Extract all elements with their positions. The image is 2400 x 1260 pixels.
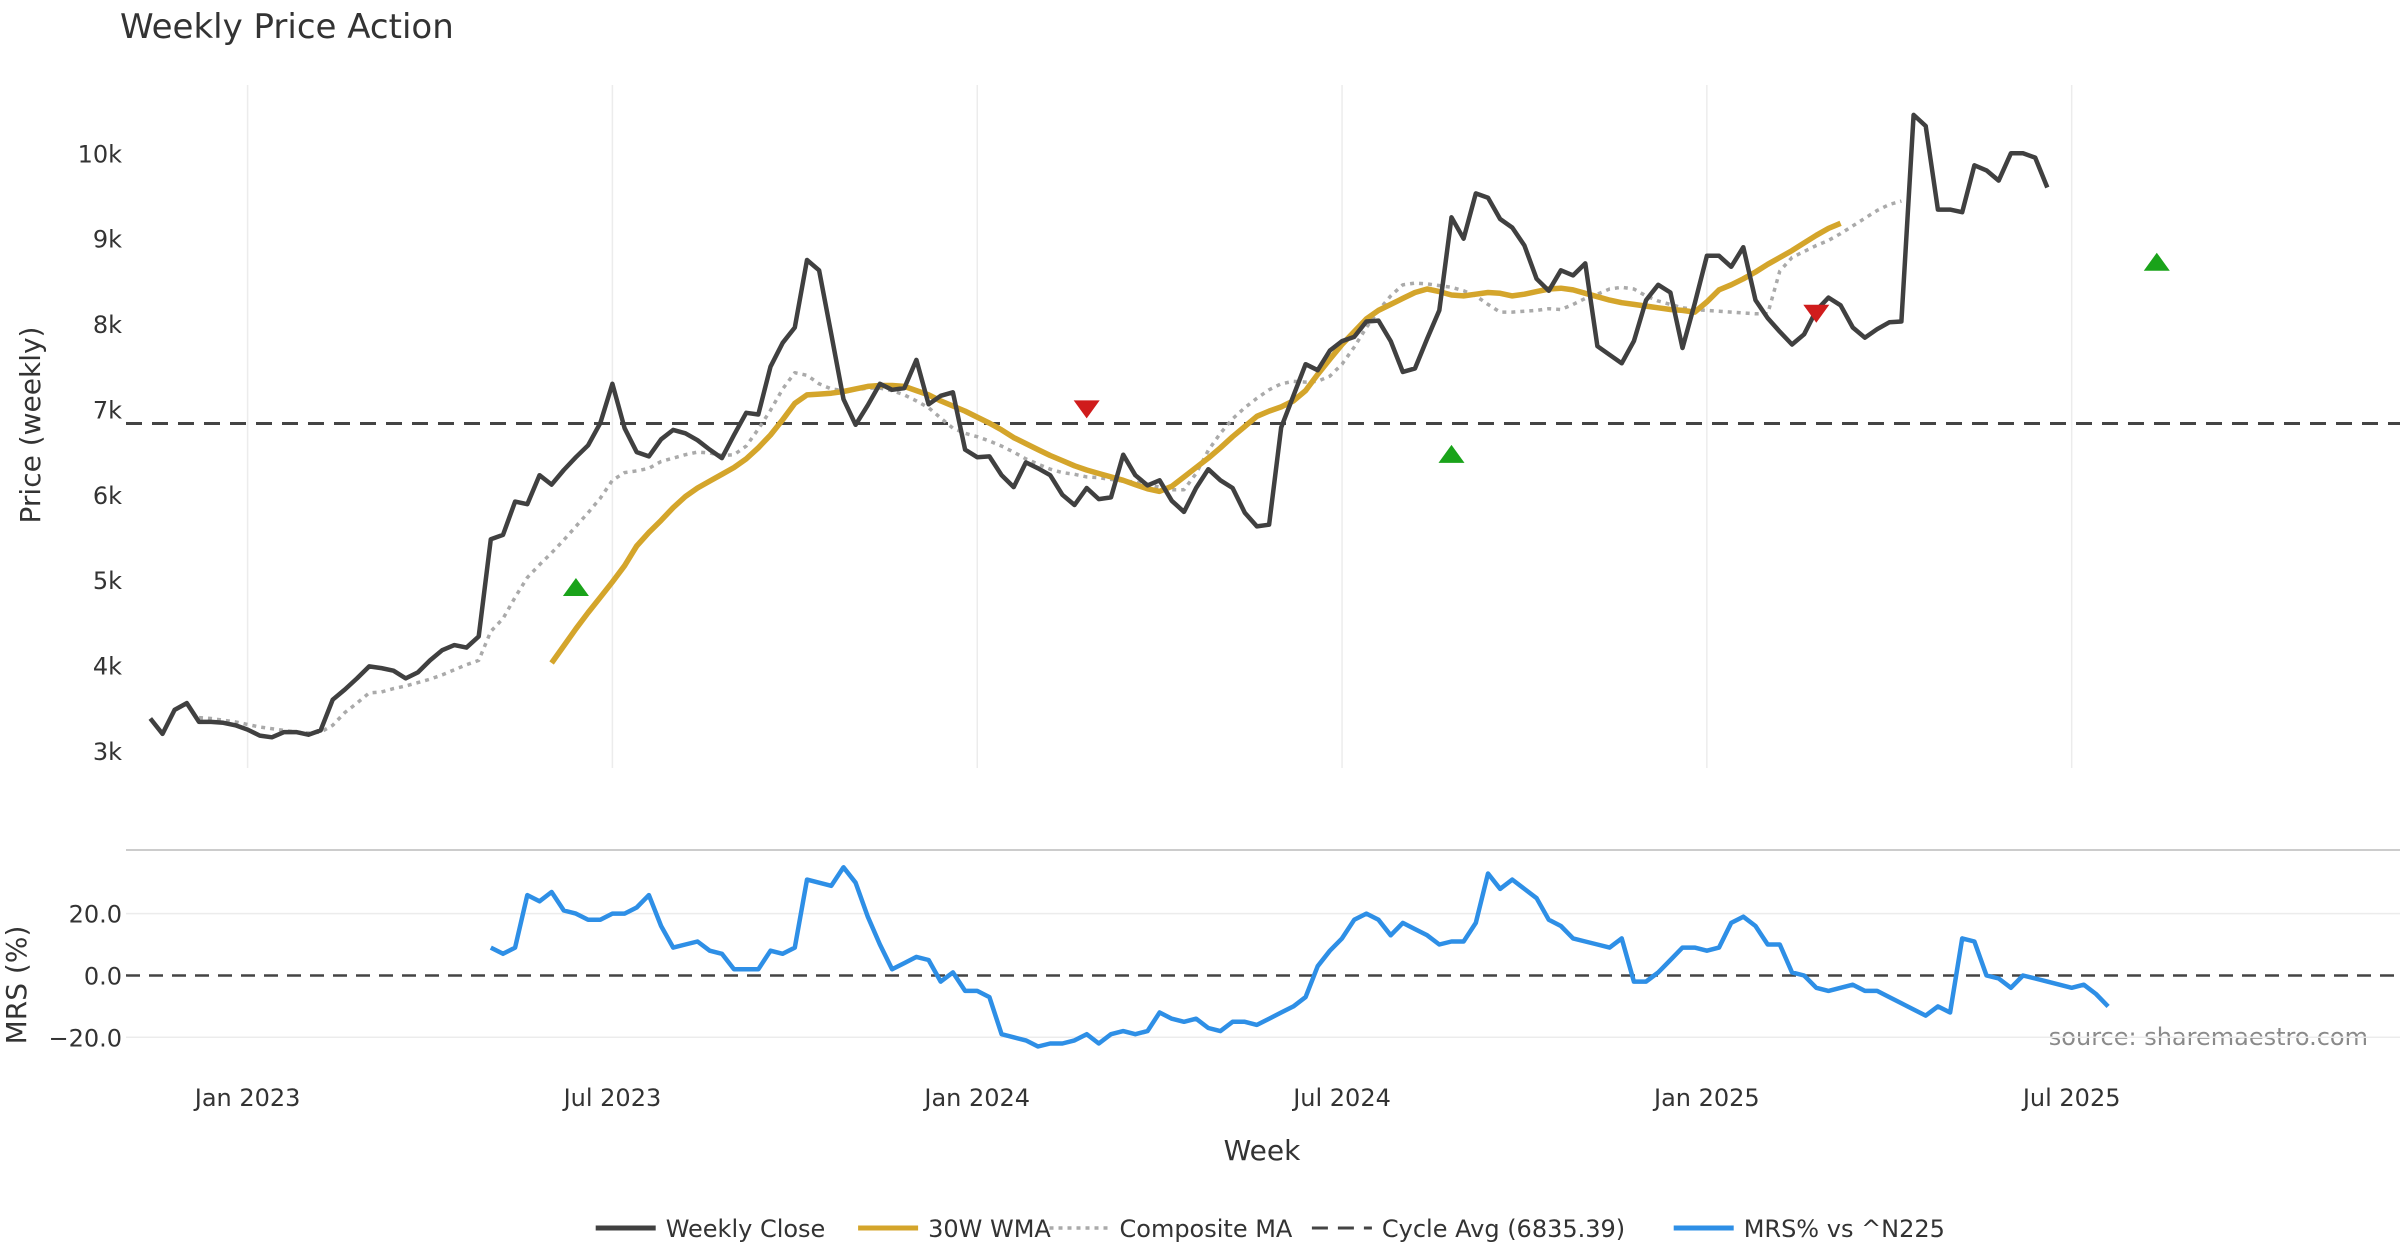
legend-label-1: 30W WMA bbox=[928, 1215, 1051, 1243]
plot-layer: 3k 4k 5k 6k 7k 8k 9k 10k −20.0 0.0 20.0 Jan 2023 Jul… bbox=[48, 85, 2400, 1112]
legend-label-2: Composite MA bbox=[1120, 1215, 1293, 1243]
mrs-line bbox=[489, 865, 2110, 1049]
legend-label-3: Cycle Avg (6835.39) bbox=[1382, 1215, 1625, 1243]
mrs-tick-label: 20.0 bbox=[69, 901, 122, 929]
chart-title: Weekly Price Action bbox=[120, 7, 454, 47]
price-tick-label: 10k bbox=[78, 140, 123, 168]
sell-signal-marker-3 bbox=[1803, 304, 1830, 323]
legend-label-4: MRS% vs ^N225 bbox=[1744, 1215, 1945, 1243]
buy-signal-marker-4 bbox=[2143, 252, 2170, 271]
sell-signal-marker-1 bbox=[1073, 400, 1100, 419]
x-tick-label: Jan 2025 bbox=[1652, 1084, 1760, 1112]
x-axis-title: Week bbox=[1224, 1134, 1301, 1167]
weekly-close-line bbox=[148, 112, 2050, 740]
x-tick-label: Jul 2025 bbox=[2021, 1084, 2121, 1112]
price-tick-label: 5k bbox=[93, 567, 122, 595]
price-tick-label: 6k bbox=[93, 482, 122, 510]
price-tick-label: 8k bbox=[93, 311, 122, 339]
wma-line bbox=[549, 220, 1842, 665]
price-tick-label: 3k bbox=[93, 738, 122, 766]
mrs-tick-label: −20.0 bbox=[48, 1024, 122, 1052]
price-tick-label: 9k bbox=[93, 226, 122, 254]
x-tick-label: Jul 2023 bbox=[562, 1084, 662, 1112]
composite-ma-line bbox=[198, 199, 1902, 735]
x-tick-label: Jul 2024 bbox=[1291, 1084, 1391, 1112]
price-tick-label: 7k bbox=[93, 396, 122, 424]
mrs-tick-label: 0.0 bbox=[84, 962, 122, 990]
x-tick-label: Jan 2023 bbox=[193, 1084, 301, 1112]
buy-signal-marker-2 bbox=[1438, 444, 1465, 463]
mrs-axis-title: MRS (%) bbox=[0, 926, 33, 1045]
price-axis-title: Price (weekly) bbox=[14, 327, 47, 524]
legend-label-0: Weekly Close bbox=[666, 1215, 826, 1243]
x-tick-label: Jan 2024 bbox=[922, 1084, 1030, 1112]
legend: Weekly Close 30W WMA Composite MA Cycle Avg… bbox=[595, 1215, 1945, 1243]
buy-signal-marker-0 bbox=[562, 578, 589, 597]
price-tick-label: 4k bbox=[93, 653, 122, 681]
